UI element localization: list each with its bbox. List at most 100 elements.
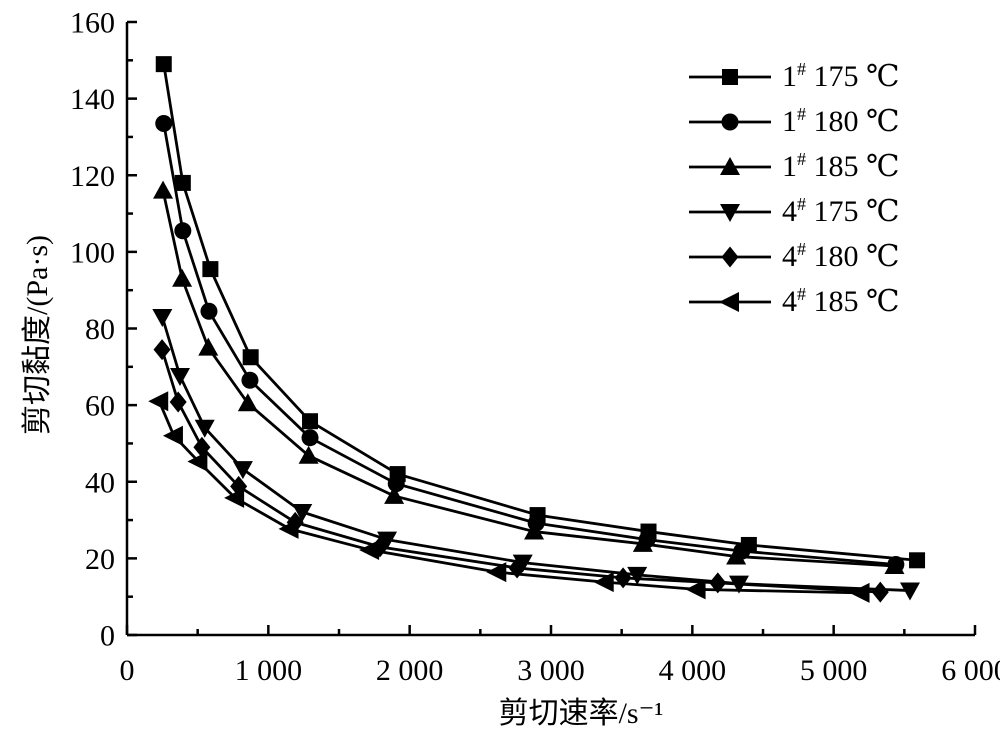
legend-marker-triangle-up-icon	[689, 156, 771, 175]
series-diamond	[153, 339, 889, 603]
series-triangle-left	[148, 391, 870, 603]
triangle-left-marker-icon	[486, 562, 507, 583]
triangle-down-marker-icon	[152, 309, 173, 328]
square-marker-icon	[302, 413, 319, 430]
series-square	[155, 56, 926, 569]
triangle-up-marker-icon	[153, 180, 174, 199]
triangle-left-marker-icon	[849, 582, 870, 603]
triangle-down-marker-icon	[232, 461, 253, 480]
legend-marker-triangle-down-icon	[689, 203, 771, 222]
tick-labels: 0 20 40 60 80 100 120 140 160 0 1 000 2 000 3 000 4 0…	[70, 7, 1000, 688]
triangle-down-marker-icon	[627, 566, 648, 585]
triangle-down-marker-icon	[170, 368, 190, 387]
triangle-down-marker-icon	[292, 504, 313, 523]
series-circle	[155, 115, 905, 574]
x-tick-label: 4 000	[659, 654, 727, 687]
legend-item: 1# 185 ℃	[688, 144, 900, 189]
legend-item-label: 1# 185 ℃	[782, 149, 900, 183]
square-marker-icon	[202, 261, 219, 278]
triangle-up-marker-icon	[198, 337, 219, 356]
triangle-left-marker-icon	[148, 391, 169, 412]
square-marker-icon	[722, 68, 738, 85]
triangle-down-marker-icon	[194, 419, 215, 438]
diamond-marker-icon	[153, 339, 171, 361]
legend-item: 4# 175 ℃	[688, 189, 900, 234]
square-marker-icon	[174, 174, 191, 191]
axes	[125, 20, 977, 637]
diamond-marker-icon	[871, 581, 889, 603]
y-tick-label: 80	[85, 313, 115, 346]
legend-item-label: 1# 180 ℃	[782, 104, 900, 138]
triangle-down-marker-icon	[377, 531, 398, 550]
legend-item: 1# 175 ℃	[688, 54, 900, 99]
triangle-up-marker-icon	[720, 156, 740, 175]
x-tick-label: 3 000	[517, 654, 585, 687]
triangle-up-marker-icon	[726, 546, 747, 565]
legend-item-label: 4# 180 ℃	[782, 239, 900, 273]
legend-item: 4# 185 ℃	[688, 279, 900, 324]
legend-marker-square-icon	[689, 68, 771, 85]
circle-marker-icon	[387, 475, 405, 493]
triangle-up-marker-icon	[524, 521, 545, 540]
y-tick-label: 20	[85, 543, 115, 576]
series-line	[160, 349, 881, 594]
legend-item-label: 4# 185 ℃	[782, 284, 900, 318]
square-marker-icon	[155, 56, 172, 73]
circle-marker-icon	[301, 429, 319, 447]
triangle-up-marker-icon	[298, 445, 319, 464]
x-tick-label: 5 000	[800, 654, 868, 687]
y-tick-label: 120	[70, 160, 115, 193]
legend-item-label: 1# 175 ℃	[782, 59, 900, 93]
legend-marker-diamond-icon	[689, 246, 771, 267]
legend-marker-triangle-left-icon	[689, 291, 771, 312]
y-tick-label: 60	[85, 390, 115, 423]
triangle-down-marker-icon	[899, 582, 920, 601]
legend-marker-circle-icon	[689, 113, 771, 130]
diamond-marker-icon	[721, 246, 739, 267]
y-tick-label: 0	[100, 620, 115, 653]
x-tick-label: 2 000	[376, 654, 444, 687]
y-tick-label: 100	[70, 236, 115, 269]
triangle-left-marker-icon	[593, 572, 614, 593]
series-line	[161, 190, 895, 568]
y-tick-label: 140	[70, 83, 115, 116]
y-axis-title: 剪切黏度/(Pa·s)	[21, 235, 54, 435]
triangle-up-marker-icon	[632, 533, 653, 552]
triangle-left-marker-icon	[719, 291, 739, 312]
legend-item: 1# 180 ℃	[688, 99, 900, 144]
circle-marker-icon	[155, 115, 173, 133]
triangle-left-marker-icon	[685, 579, 706, 600]
legend-item-label: 4# 175 ℃	[782, 194, 900, 228]
square-marker-icon	[242, 349, 259, 366]
triangle-down-marker-icon	[720, 203, 740, 222]
circle-marker-icon	[241, 371, 259, 389]
triangle-left-marker-icon	[278, 518, 299, 539]
circle-marker-icon	[200, 302, 218, 320]
triangle-left-marker-icon	[359, 539, 380, 560]
legend-item: 4# 180 ℃	[688, 234, 900, 279]
x-axis-title: 剪切速率/s⁻¹	[498, 697, 664, 730]
triangle-up-marker-icon	[884, 556, 905, 575]
diamond-marker-icon	[709, 572, 727, 594]
triangle-up-marker-icon	[237, 393, 258, 412]
triangle-up-marker-icon	[172, 268, 193, 287]
circle-marker-icon	[174, 222, 192, 240]
square-marker-icon	[909, 552, 926, 569]
legend: 1# 175 ℃ 1# 180 ℃ 1# 185 ℃ 4# 175 ℃ 4# 180 ℃…	[688, 54, 900, 324]
x-tick-label: 1 000	[235, 654, 303, 687]
series-line	[160, 316, 911, 592]
triangle-left-marker-icon	[224, 487, 245, 508]
series-triangle-up	[153, 180, 905, 575]
x-tick-label: 0	[120, 654, 135, 687]
circle-marker-icon	[721, 113, 739, 130]
y-tick-label: 40	[85, 466, 115, 499]
y-tick-label: 160	[70, 7, 115, 40]
triangle-up-marker-icon	[384, 485, 405, 504]
diamond-marker-icon	[169, 391, 187, 413]
series-line	[157, 400, 861, 595]
x-tick-label: 6 000	[941, 654, 1000, 687]
triangle-left-marker-icon	[187, 451, 208, 472]
series-line	[162, 123, 896, 566]
